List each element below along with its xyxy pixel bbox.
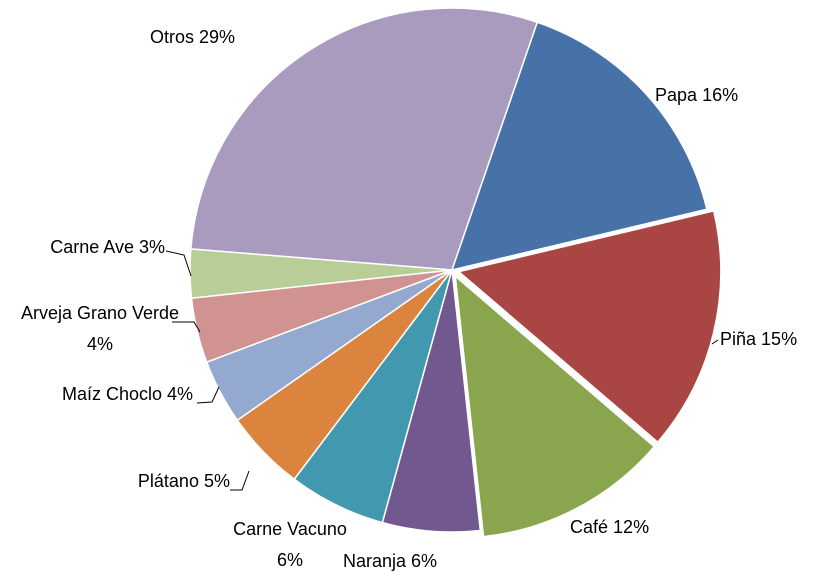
pie-slice <box>454 274 656 538</box>
category-label: Otros <box>150 27 195 47</box>
value-label: 5% <box>203 471 230 491</box>
leader-line <box>230 470 250 491</box>
pie-slice <box>457 210 722 444</box>
leader-line <box>172 321 201 333</box>
category-label: Arveja Grano Verde <box>20 303 180 323</box>
category-label: Naranja <box>342 551 406 571</box>
slice-label: Café 12% <box>570 512 690 543</box>
value-label: 4% <box>167 384 194 404</box>
value-label: 16% <box>702 85 739 105</box>
slice-label: Maíz Choclo 4% <box>60 379 195 410</box>
pie-slice <box>450 21 708 272</box>
value-label: 15% <box>761 329 798 349</box>
category-label: Piña <box>720 329 757 349</box>
value-label: 4% <box>86 334 113 354</box>
value-label: 6% <box>411 551 438 571</box>
slice-label: Arveja Grano Verde 4% <box>20 298 180 360</box>
pie-slice <box>381 269 482 533</box>
slice-label: Carne Vacuno 6% <box>225 514 355 573</box>
slice-label: Plátano 5% <box>80 466 230 497</box>
slice-label: Piña 15% <box>720 324 820 355</box>
leader-line <box>711 339 719 345</box>
category-label: Carne Vacuno <box>233 519 347 539</box>
category-label: Papa <box>655 85 698 105</box>
category-label: Carne Ave <box>50 237 134 257</box>
slice-label: Carne Ave 3% <box>0 232 165 263</box>
category-label: Plátano <box>137 471 199 491</box>
slice-label: Naranja 6% <box>330 546 450 573</box>
slice-label: Otros 29% <box>150 22 330 53</box>
value-label: 6% <box>276 550 303 570</box>
category-label: Café <box>570 517 609 537</box>
slice-label: Papa 16% <box>655 80 775 111</box>
leader-line <box>165 250 192 277</box>
value-label: 12% <box>613 517 650 537</box>
pie-slice <box>190 7 539 271</box>
category-label: Maíz Choclo <box>61 384 162 404</box>
value-label: 3% <box>138 237 165 257</box>
leader-line <box>196 386 220 404</box>
value-label: 29% <box>199 27 236 47</box>
